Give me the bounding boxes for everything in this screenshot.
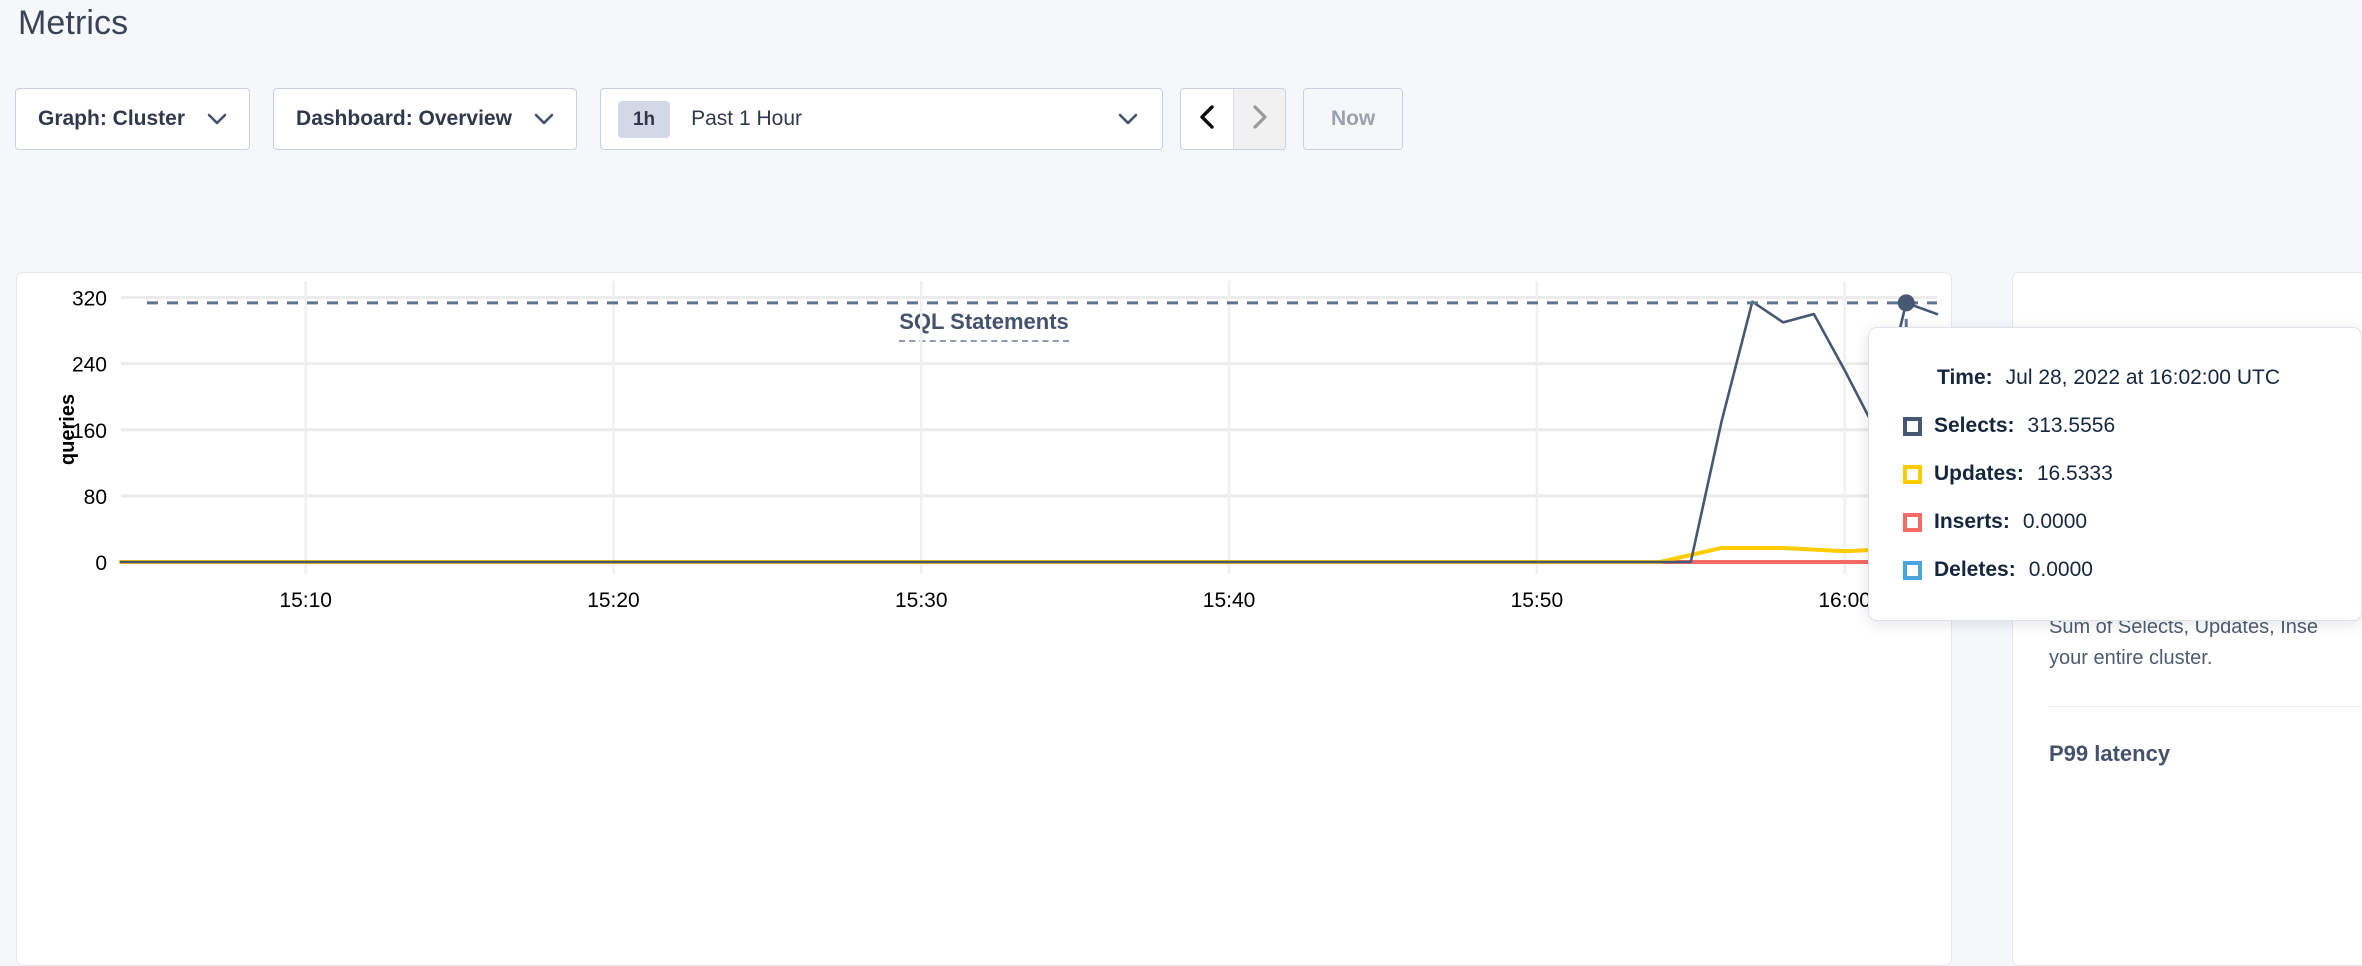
y-tick-label: 0 xyxy=(95,552,107,575)
sql-statements-chart-card: SQL Statements 0 80 160 240 320 queries 15:10 1… xyxy=(16,272,1952,966)
chevron-down-icon xyxy=(1118,113,1138,126)
x-tick-label: 15:30 xyxy=(895,589,948,612)
x-tick-label: 16:00 xyxy=(1818,589,1871,612)
metrics-toolbar: Graph: Cluster Dashboard: Overview 1h Pa… xyxy=(15,88,1404,150)
legend-swatch-icon xyxy=(1903,464,1922,484)
x-tick-label: 15:10 xyxy=(279,589,332,612)
x-tick-label: 15:50 xyxy=(1511,589,1564,612)
graph-select-label: Graph: Cluster xyxy=(38,107,186,130)
time-nav-group xyxy=(1179,88,1286,150)
tooltip-time-row: Time: Jul 28, 2022 at 16:02:00 UTC xyxy=(1903,354,2331,402)
time-range-badge: 1h xyxy=(617,100,671,138)
y-axis-title: queries xyxy=(57,394,79,465)
tooltip-series-label: Deletes: xyxy=(1934,558,2016,581)
tooltip-row: Inserts: 0.0000 xyxy=(1903,498,2331,546)
tooltip-series-value: 0.0000 xyxy=(2022,510,2088,533)
chart-title: SQL Statements xyxy=(17,309,1951,342)
y-tick-label: 80 xyxy=(84,486,107,509)
tooltip-row: Updates: 16.5333 xyxy=(1903,450,2331,498)
side-panel-section: P99 latency xyxy=(2049,706,2362,799)
series-line-selects xyxy=(119,300,1939,564)
legend-swatch-icon xyxy=(1903,416,1922,436)
dashboard-select[interactable]: Dashboard: Overview xyxy=(273,88,577,150)
chevron-left-icon xyxy=(1198,104,1216,135)
time-prev-button[interactable] xyxy=(1180,89,1233,149)
chart-title-text[interactable]: SQL Statements xyxy=(899,309,1069,342)
tooltip-series-value: 0.0000 xyxy=(2028,558,2093,581)
legend-swatch-icon xyxy=(1903,560,1922,580)
hover-point-selects xyxy=(1897,294,1915,312)
tooltip-series-label: Inserts: xyxy=(1934,510,2010,533)
legend-swatch-icon xyxy=(1903,512,1922,532)
y-tick-label: 160 xyxy=(72,420,107,443)
y-tick-label: 240 xyxy=(72,354,107,377)
tooltip-series-value: 313.5556 xyxy=(2027,414,2116,437)
chevron-right-icon xyxy=(1250,104,1268,135)
chart-hover-tooltip: Time: Jul 28, 2022 at 16:02:00 UTC Selec… xyxy=(1868,327,2362,621)
now-button[interactable]: Now xyxy=(1302,88,1404,150)
x-tick-label: 15:40 xyxy=(1203,589,1256,612)
tooltip-series-rows: Selects: 313.5556 Updates: 16.5333 Inserts: 0… xyxy=(1903,402,2331,594)
time-next-button[interactable] xyxy=(1232,89,1285,149)
chart-plot-area[interactable]: 0 80 160 240 320 queries 15:10 15:20 15:30 15:40 1… xyxy=(17,273,1951,965)
tooltip-row: Deletes: 0.0000 xyxy=(1903,546,2331,594)
chevron-down-icon xyxy=(207,113,227,126)
chart-svg: 0 80 160 240 320 queries 15:10 15:20 15:30 15:40 1… xyxy=(57,281,1939,612)
tooltip-series-value: 16.5333 xyxy=(2036,462,2113,485)
dashboard-select-label: Dashboard: Overview xyxy=(296,107,512,130)
side-panel-heading: P99 latency xyxy=(2049,741,2171,766)
tooltip-series-label: Selects: xyxy=(1934,414,2015,437)
tooltip-time-value: Jul 28, 2022 at 16:02:00 UTC xyxy=(2005,366,2280,389)
time-range-select[interactable]: 1h Past 1 Hour xyxy=(599,88,1163,150)
graph-select[interactable]: Graph: Cluster xyxy=(15,88,251,150)
y-tick-label: 320 xyxy=(72,288,107,311)
time-range-label: Past 1 Hour xyxy=(691,107,803,130)
tooltip-time-label: Time: xyxy=(1937,366,1993,389)
x-tick-label: 15:20 xyxy=(587,589,640,612)
page-title: Metrics xyxy=(18,4,129,42)
tooltip-series-label: Updates: xyxy=(1934,462,2024,485)
chevron-down-icon xyxy=(534,113,554,126)
series-line-updates xyxy=(119,545,1939,564)
side-panel-description: Sum of Selects, Updates, Inse your entir… xyxy=(2049,616,2319,669)
tooltip-row: Selects: 313.5556 xyxy=(1903,402,2331,450)
